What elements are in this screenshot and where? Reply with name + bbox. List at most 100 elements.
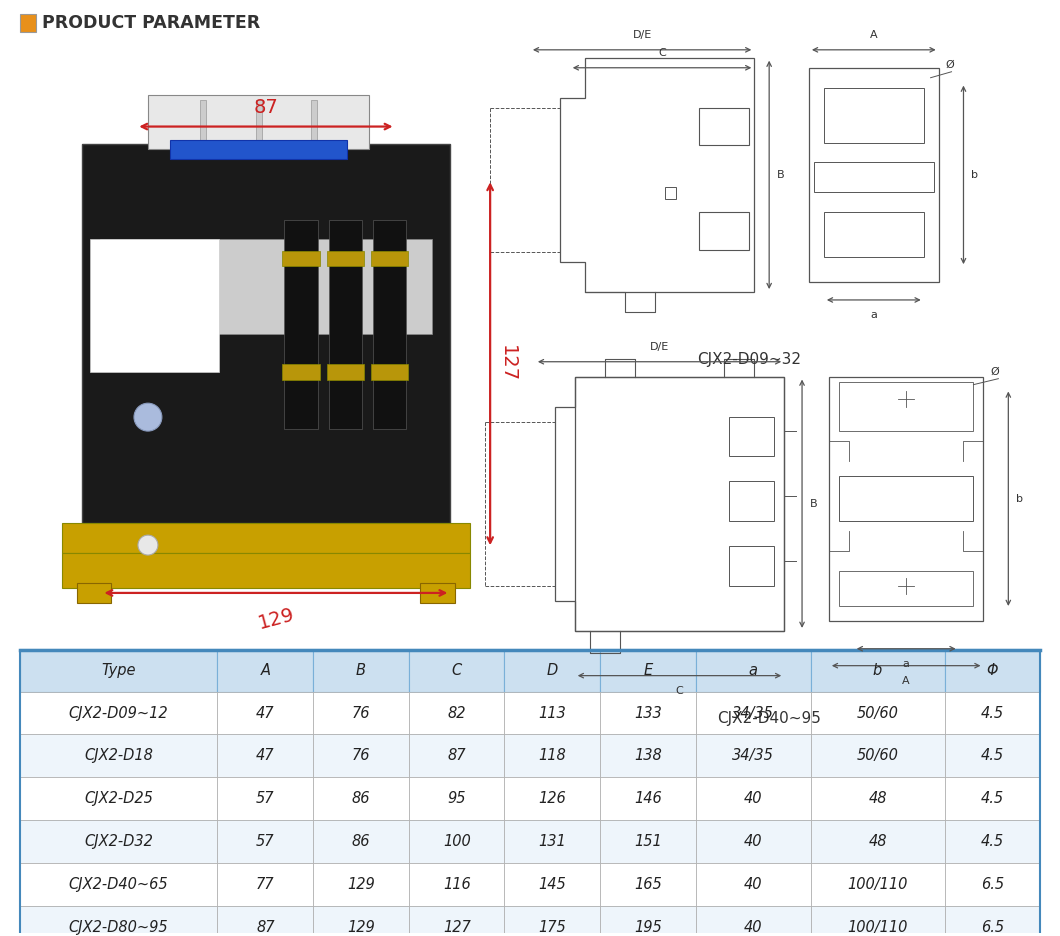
Text: 34/35: 34/35 [732, 749, 774, 764]
Text: 118: 118 [538, 749, 566, 764]
Bar [944, 906, 1040, 936]
Bar [100, 240, 431, 334]
Text: CJX2-D80~95: CJX2-D80~95 [69, 920, 169, 935]
Text: 4.5: 4.5 [980, 834, 1004, 849]
Bar [811, 650, 944, 692]
Bar [695, 735, 811, 777]
Text: 4.5: 4.5 [980, 791, 1004, 806]
Bar [700, 212, 749, 250]
Text: 127: 127 [498, 345, 517, 382]
Bar [313, 906, 409, 936]
Bar [600, 650, 695, 692]
Bar [20, 650, 1040, 936]
Bar [313, 692, 409, 735]
Text: 50/60: 50/60 [856, 749, 899, 764]
Bar [313, 777, 409, 820]
Bar [814, 163, 934, 192]
Bar [373, 220, 406, 429]
Bar [838, 476, 973, 521]
Bar [89, 240, 218, 372]
Text: 40: 40 [744, 877, 762, 892]
Bar [313, 735, 409, 777]
Text: 175: 175 [538, 920, 566, 935]
Text: E: E [643, 663, 653, 679]
Bar [695, 692, 811, 735]
Bar [809, 67, 938, 282]
Bar [329, 220, 361, 429]
Bar [217, 820, 313, 863]
Text: 87: 87 [447, 749, 466, 764]
Text: 129: 129 [347, 920, 375, 935]
Bar [284, 220, 318, 429]
Text: CJX2-D25: CJX2-D25 [84, 791, 153, 806]
Bar [944, 777, 1040, 820]
Text: PRODUCT PARAMETER: PRODUCT PARAMETER [41, 14, 260, 32]
Bar [600, 906, 695, 936]
Bar [505, 906, 600, 936]
Text: 40: 40 [744, 834, 762, 849]
Text: 86: 86 [352, 791, 370, 806]
Bar [371, 364, 408, 380]
Bar [311, 99, 317, 144]
Text: CJX2-D09~12: CJX2-D09~12 [69, 706, 169, 721]
Bar [313, 863, 409, 906]
Bar [170, 139, 347, 159]
Bar [811, 777, 944, 820]
Bar [944, 735, 1040, 777]
Bar [20, 735, 217, 777]
Bar [326, 251, 364, 267]
Text: a: a [870, 310, 878, 320]
Bar [600, 777, 695, 820]
Bar [600, 692, 695, 735]
Text: CJX2-D40~95: CJX2-D40~95 [718, 710, 822, 725]
Text: 82: 82 [447, 706, 466, 721]
Text: 86: 86 [352, 834, 370, 849]
Bar [944, 692, 1040, 735]
Text: 116: 116 [443, 877, 471, 892]
Text: C: C [675, 685, 684, 695]
Bar [313, 650, 409, 692]
Text: B: B [777, 170, 784, 180]
Bar [255, 99, 262, 144]
Text: 76: 76 [352, 749, 370, 764]
Text: 48: 48 [868, 791, 887, 806]
Text: b: b [1017, 494, 1023, 504]
Text: 87: 87 [253, 97, 279, 117]
Bar [729, 481, 774, 521]
Bar [575, 376, 784, 631]
Bar [505, 777, 600, 820]
Bar [61, 523, 471, 553]
Bar [409, 692, 505, 735]
Bar [76, 583, 111, 603]
Bar [148, 95, 369, 150]
Text: 57: 57 [257, 834, 275, 849]
Text: 138: 138 [634, 749, 661, 764]
Text: B: B [356, 663, 366, 679]
Text: 34/35: 34/35 [732, 706, 774, 721]
Text: 47: 47 [257, 706, 275, 721]
Text: CJX2-D09~32: CJX2-D09~32 [697, 352, 801, 367]
Bar [217, 692, 313, 735]
Bar [20, 692, 217, 735]
Text: A: A [870, 30, 878, 40]
Text: a: a [903, 659, 909, 668]
Bar [838, 382, 973, 431]
Text: 100/110: 100/110 [847, 877, 907, 892]
Bar [217, 735, 313, 777]
Text: 76: 76 [352, 706, 370, 721]
Text: 100/110: 100/110 [847, 920, 907, 935]
Text: 165: 165 [634, 877, 661, 892]
Bar [20, 863, 217, 906]
Text: 129: 129 [347, 877, 375, 892]
Text: Ø: Ø [946, 60, 954, 70]
Text: 40: 40 [744, 791, 762, 806]
Text: 145: 145 [538, 877, 566, 892]
Bar [829, 376, 984, 621]
Bar [217, 906, 313, 936]
Text: 100: 100 [443, 834, 471, 849]
Bar [409, 820, 505, 863]
Text: 131: 131 [538, 834, 566, 849]
Bar [20, 650, 217, 692]
Bar [729, 546, 774, 586]
Bar [811, 692, 944, 735]
